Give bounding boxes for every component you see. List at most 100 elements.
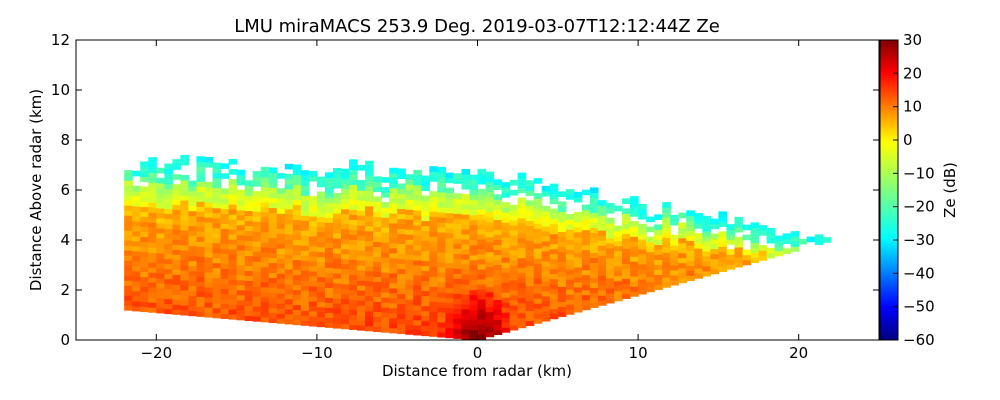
reflectivity-cell — [718, 231, 728, 237]
reflectivity-cell — [244, 230, 254, 237]
reflectivity-cell — [397, 243, 406, 250]
reflectivity-cell — [477, 333, 487, 340]
reflectivity-cell — [469, 279, 479, 286]
reflectivity-cell — [597, 230, 607, 236]
reflectivity-cell — [260, 286, 270, 293]
reflectivity-cell — [308, 195, 318, 202]
reflectivity-cell — [477, 288, 487, 295]
reflectivity-cell — [630, 251, 639, 257]
reflectivity-cell — [204, 226, 214, 233]
reflectivity-cell — [549, 263, 559, 270]
reflectivity-cell — [798, 238, 808, 245]
reflectivity-cell — [365, 160, 374, 167]
reflectivity-cell — [300, 195, 310, 201]
reflectivity-cell — [244, 315, 254, 322]
reflectivity-cell — [662, 242, 671, 248]
reflectivity-cell — [533, 208, 543, 214]
chart-title: LMU miraMACS 253.9 Deg. 2019-03-07T12:12… — [234, 16, 720, 37]
reflectivity-cell — [228, 179, 238, 185]
reflectivity-cell — [501, 302, 511, 308]
reflectivity-cell — [300, 225, 310, 231]
y-tick-label: 0 — [60, 331, 70, 349]
reflectivity-cell — [373, 241, 382, 248]
reflectivity-cell — [453, 193, 463, 199]
reflectivity-cell — [413, 209, 422, 216]
reflectivity-cell — [469, 259, 479, 266]
reflectivity-cell — [453, 263, 463, 269]
reflectivity-cell — [340, 318, 350, 325]
reflectivity-cell — [429, 321, 438, 327]
reflectivity-cell — [630, 201, 639, 207]
reflectivity-cell — [260, 276, 270, 283]
reflectivity-cell — [397, 308, 406, 315]
reflectivity-cell — [533, 218, 543, 224]
reflectivity-cell — [357, 265, 366, 271]
reflectivity-cell — [365, 190, 374, 197]
reflectivity-cell — [461, 233, 471, 240]
reflectivity-cell — [533, 258, 543, 264]
reflectivity-cell — [204, 296, 214, 303]
reflectivity-cell — [549, 308, 559, 315]
reflectivity-cell — [517, 187, 527, 194]
reflectivity-cell — [638, 253, 647, 260]
reflectivity-cell — [469, 264, 479, 271]
reflectivity-cell — [477, 308, 487, 315]
reflectivity-cell — [148, 252, 157, 258]
reflectivity-cell — [493, 259, 503, 265]
reflectivity-cell — [228, 199, 238, 205]
reflectivity-cell — [188, 225, 198, 232]
reflectivity-cell — [316, 261, 326, 268]
reflectivity-cell — [662, 272, 671, 278]
reflectivity-cell — [630, 231, 639, 237]
reflectivity-cell — [405, 194, 414, 200]
reflectivity-cell — [517, 297, 527, 304]
reflectivity-cell — [477, 263, 487, 270]
reflectivity-cell — [252, 216, 262, 222]
reflectivity-cell — [292, 264, 302, 271]
reflectivity-cell — [236, 204, 246, 211]
reflectivity-cell — [549, 268, 559, 275]
reflectivity-cell — [284, 213, 294, 220]
reflectivity-cell — [614, 205, 623, 212]
reflectivity-cell — [292, 184, 302, 191]
reflectivity-cell — [244, 210, 254, 217]
reflectivity-cell — [405, 289, 414, 295]
reflectivity-cell — [421, 200, 430, 207]
reflectivity-cell — [453, 178, 463, 184]
reflectivity-cell — [501, 187, 511, 193]
reflectivity-cell — [381, 262, 390, 268]
reflectivity-cell — [308, 315, 318, 322]
reflectivity-cell — [236, 279, 246, 286]
reflectivity-cell — [196, 271, 206, 277]
colorbar-frame — [879, 39, 899, 341]
reflectivity-cell — [557, 221, 567, 227]
reflectivity-cell — [220, 293, 230, 299]
reflectivity-cell — [188, 280, 198, 287]
reflectivity-cell — [308, 290, 318, 297]
reflectivity-cell — [332, 282, 342, 289]
reflectivity-cell — [340, 223, 350, 230]
reflectivity-cell — [429, 331, 438, 337]
reflectivity-cell — [509, 304, 519, 311]
reflectivity-cell — [678, 247, 687, 254]
reflectivity-cell — [236, 294, 246, 301]
reflectivity-cell — [172, 164, 181, 170]
reflectivity-cell — [453, 243, 463, 249]
reflectivity-cell — [501, 207, 511, 213]
reflectivity-cell — [541, 295, 551, 302]
reflectivity-cell — [662, 237, 671, 243]
reflectivity-cell — [244, 295, 254, 302]
reflectivity-cell — [292, 234, 302, 241]
reflectivity-cell — [557, 296, 567, 302]
reflectivity-cell — [292, 204, 302, 211]
reflectivity-cell — [630, 281, 639, 287]
reflectivity-cell — [541, 265, 551, 272]
reflectivity-cell — [276, 228, 286, 234]
reflectivity-cell — [212, 297, 222, 304]
reflectivity-cell — [196, 191, 206, 197]
reflectivity-cell — [581, 229, 591, 236]
colorbar-tick-label: −50 — [903, 298, 935, 316]
reflectivity-cell — [332, 247, 342, 254]
reflectivity-cell — [614, 240, 623, 247]
